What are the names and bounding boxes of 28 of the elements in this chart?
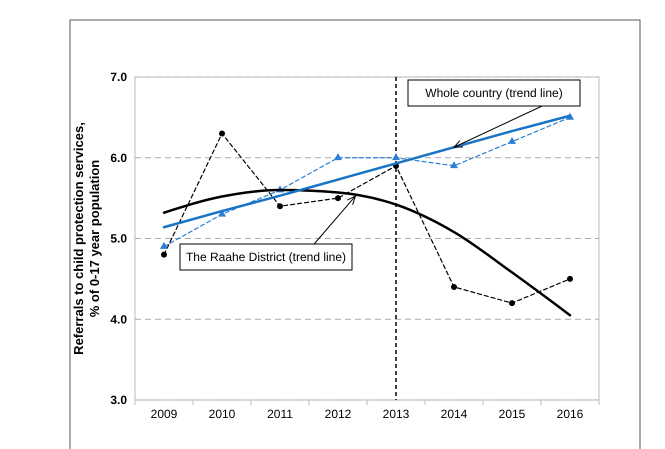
point (509, 300, 515, 306)
x-tick-label: 2011 (267, 407, 294, 421)
point (161, 252, 167, 258)
point (392, 153, 400, 160)
point (451, 284, 457, 290)
x-tick-label: 2012 (324, 407, 352, 421)
point (335, 195, 341, 202)
point (334, 153, 342, 160)
series-label: Whole country (trend line) (425, 86, 563, 100)
point (508, 136, 516, 144)
y-tick-label: 6.0 (110, 150, 128, 165)
y-tick-label: 7.0 (110, 70, 128, 84)
x-tick-label: 2016 (556, 407, 584, 421)
point (160, 242, 168, 249)
x-tick-label: 2013 (382, 407, 410, 421)
y-tick-label: 3.0 (110, 393, 128, 408)
x-tick-label: 2015 (498, 407, 526, 421)
x-tick-label: 2010 (208, 407, 236, 421)
x-tick-label: 2014 (440, 407, 468, 421)
y-axis-title: Referrals to child protection services, % of 0-17 year population (71, 122, 102, 355)
point (277, 203, 283, 210)
text: The Raahe District (trend line) (186, 250, 346, 264)
point (219, 130, 225, 137)
y-tick-label: 4.0 (110, 312, 128, 326)
y-tick-label: 5.0 (110, 232, 128, 246)
point (450, 161, 458, 168)
x-tick-label: 2009 (150, 407, 178, 421)
point (567, 276, 573, 282)
